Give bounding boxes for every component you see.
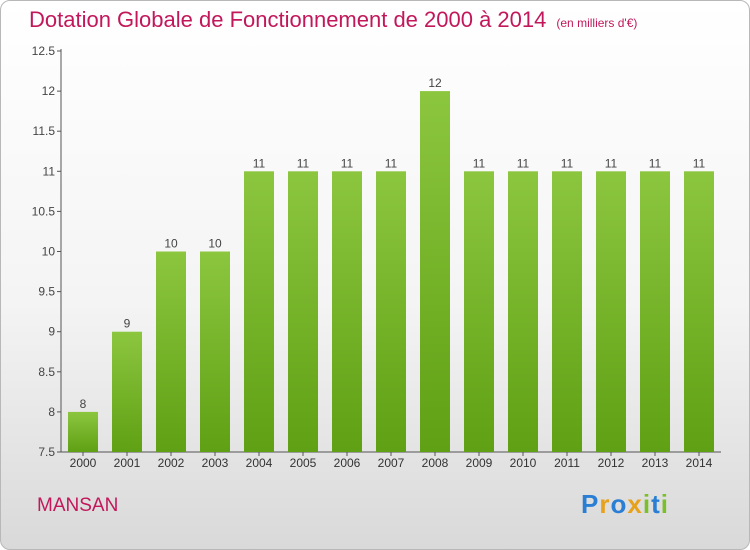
y-tick-label: 8	[48, 405, 55, 419]
logo-letter: o	[610, 489, 628, 519]
y-tick-label: 7.5	[38, 445, 55, 459]
data-label: 11	[517, 156, 530, 170]
y-tick-label: 11	[43, 164, 56, 178]
data-label: 11	[561, 156, 574, 170]
x-tick-label: 2001	[114, 456, 141, 470]
data-label: 11	[297, 156, 310, 170]
bar	[244, 171, 274, 453]
logo-letter: x	[627, 489, 643, 519]
y-tick-label: 8.5	[38, 365, 55, 379]
bar	[112, 331, 142, 452]
data-label: 12	[428, 76, 442, 90]
bar	[640, 171, 670, 453]
x-tick-label: 2003	[202, 456, 229, 470]
y-tick-label: 12	[42, 84, 56, 98]
x-tick-label: 2005	[290, 456, 317, 470]
data-label: 11	[253, 156, 266, 170]
bar	[684, 171, 714, 453]
data-label: 11	[385, 156, 398, 170]
bar	[464, 171, 494, 453]
bar	[332, 171, 362, 453]
data-label: 8	[80, 397, 87, 411]
y-tick-label: 10	[42, 245, 56, 259]
y-tick-label: 12.5	[32, 44, 56, 58]
data-label: 10	[164, 237, 178, 251]
chart-title-text: Dotation Globale de Fonctionnement de 20…	[29, 7, 547, 32]
x-tick-label: 2010	[510, 456, 537, 470]
bar	[200, 251, 230, 452]
bar	[68, 411, 98, 452]
data-label: 11	[649, 156, 662, 170]
logo-letter: P	[581, 489, 600, 519]
x-tick-label: 2007	[378, 456, 405, 470]
bar	[376, 171, 406, 453]
y-tick-label: 9.5	[38, 285, 55, 299]
x-tick-label: 2009	[466, 456, 493, 470]
logo-letter: i	[660, 489, 669, 519]
x-tick-label: 2014	[686, 456, 713, 470]
logo-letter: t	[651, 489, 661, 519]
x-tick-label: 2000	[70, 456, 97, 470]
data-label: 11	[473, 156, 486, 170]
y-tick-label: 10.5	[32, 204, 56, 218]
data-label: 10	[208, 237, 222, 251]
proxiti-logo: Proxiti	[581, 489, 669, 520]
commune-name: MANSAN	[37, 495, 119, 516]
bar	[552, 171, 582, 453]
x-tick-label: 2008	[422, 456, 449, 470]
chart-title: Dotation Globale de Fonctionnement de 20…	[29, 7, 637, 33]
logo-letter: r	[599, 489, 611, 519]
data-label: 9	[124, 317, 131, 331]
bar	[508, 171, 538, 453]
x-tick-label: 2013	[642, 456, 669, 470]
data-label: 11	[693, 156, 706, 170]
y-tick-label: 9	[48, 325, 55, 339]
bar	[596, 171, 626, 453]
y-tick-label: 11.5	[33, 124, 56, 138]
x-tick-label: 2011	[554, 456, 580, 470]
bar	[288, 171, 318, 453]
x-tick-label: 2006	[334, 456, 361, 470]
logo-letter: i	[642, 489, 652, 519]
chart-unit: (en milliers d'€)	[556, 16, 638, 30]
bar	[420, 91, 450, 452]
x-tick-label: 2012	[598, 456, 625, 470]
data-label: 11	[341, 156, 354, 170]
x-tick-label: 2002	[158, 456, 185, 470]
x-tick-label: 2004	[246, 456, 273, 470]
data-label: 11	[605, 156, 618, 170]
bar	[156, 251, 186, 452]
